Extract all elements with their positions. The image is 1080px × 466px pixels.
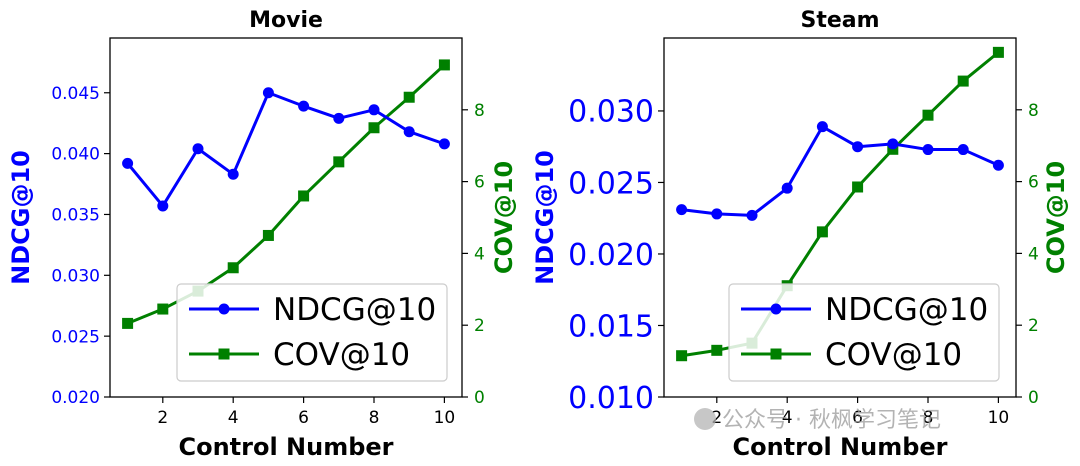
x-tick-label: 2	[157, 408, 168, 428]
y-tick-label: 0.025	[51, 327, 100, 347]
legend-marker	[218, 303, 230, 315]
x-axis-label: Control Number	[732, 433, 947, 461]
y2-tick-label: 4	[474, 244, 485, 264]
y2-tick-label: 8	[474, 101, 485, 121]
data-point	[781, 182, 793, 194]
data-point	[227, 262, 239, 274]
data-point	[262, 87, 274, 99]
legend-label: COV@10	[825, 337, 962, 373]
watermark: 公众号 · 秋枫学习笔记	[694, 402, 941, 434]
x-tick-label: 4	[228, 408, 239, 428]
x-tick-label: 2	[711, 408, 722, 428]
chart-title: Movie	[249, 8, 323, 33]
legend: NDCG@10 COV@10	[728, 283, 1000, 382]
y-tick-label: 0.010	[568, 381, 654, 416]
data-point	[438, 59, 450, 71]
data-point	[368, 122, 380, 134]
plot-frame	[109, 37, 463, 398]
data-point	[676, 350, 688, 362]
data-point	[922, 144, 934, 156]
data-point	[403, 91, 415, 103]
y-tick-label: 0.045	[51, 84, 100, 104]
x-tick-label: 6	[298, 408, 309, 428]
data-point	[262, 229, 274, 241]
data-point	[711, 344, 723, 356]
data-point	[333, 112, 345, 124]
legend: NDCG@10 COV@10	[176, 283, 448, 382]
series-line-ndcg-10	[681, 125, 1000, 217]
y2-tick-label: 2	[474, 316, 485, 336]
data-point	[192, 143, 204, 155]
data-point	[852, 141, 864, 153]
x-tick-label: 6	[852, 408, 863, 428]
data-point	[157, 200, 169, 212]
data-point	[887, 138, 899, 150]
y2-tick-label: 8	[1028, 101, 1039, 121]
data-point	[816, 121, 828, 133]
y2-tick-label: 6	[1028, 173, 1039, 193]
y-tick-label: 0.030	[51, 266, 100, 286]
y-tick-label: 0.035	[51, 206, 100, 226]
series-line-ndcg-10	[126, 91, 445, 208]
legend-marker	[218, 348, 230, 360]
data-point	[298, 190, 310, 202]
y2-tick-label: 6	[474, 173, 485, 193]
y2-tick-label: 0	[1028, 388, 1039, 408]
data-point	[922, 109, 934, 121]
legend-label: COV@10	[273, 337, 410, 373]
chart-steam: Steam 2 4 6 8 10 Control Number 0.010 0.015 0.020…	[531, 8, 1070, 461]
y2-axis-label: COV@10	[1042, 161, 1070, 274]
legend-marker	[770, 303, 782, 315]
data-point	[992, 159, 1004, 171]
x-tick-label: 8	[923, 408, 934, 428]
x-tick-label: 4	[782, 408, 793, 428]
data-point	[676, 204, 688, 216]
data-point	[957, 144, 969, 156]
y-axis-label: NDCG@10	[531, 150, 559, 285]
data-point	[957, 75, 969, 87]
data-point	[852, 181, 864, 193]
y2-tick-label: 0	[474, 388, 485, 408]
y2-tick-label: 2	[1028, 316, 1039, 336]
y-tick-label: 0.020	[51, 388, 100, 408]
data-point	[227, 168, 239, 180]
plot-frame	[663, 37, 1017, 398]
y-tick-label: 0.020	[568, 238, 654, 273]
legend-label: NDCG@10	[273, 292, 436, 328]
data-point	[157, 303, 169, 315]
y-axis-label: NDCG@10	[7, 150, 35, 285]
y-tick-label: 0.025	[568, 166, 654, 201]
data-point	[746, 209, 758, 221]
chart-title: Steam	[800, 8, 879, 33]
data-point	[992, 46, 1004, 58]
data-point	[403, 126, 415, 138]
y-tick-label: 0.030	[568, 95, 654, 130]
chart-movie: Movie 2 4 6 8 10 Control Number 0.020 0.025 0.030…	[7, 8, 518, 461]
wechat-icon	[694, 408, 716, 430]
y-tick-label: 0.040	[51, 145, 100, 165]
y2-axis-label: COV@10	[490, 161, 518, 274]
y-tick-label: 0.015	[568, 309, 654, 344]
x-tick-label: 8	[369, 408, 380, 428]
x-tick-label: 10	[988, 408, 1010, 428]
x-tick-label: 10	[434, 408, 456, 428]
watermark-text: 公众号 · 秋枫学习笔记	[722, 408, 941, 433]
data-point	[438, 138, 450, 150]
legend-marker	[770, 348, 782, 360]
data-point	[298, 100, 310, 112]
x-axis-label: Control Number	[178, 433, 393, 461]
data-point	[711, 208, 723, 220]
legend-label: NDCG@10	[825, 292, 988, 328]
data-point	[122, 157, 134, 169]
y2-tick-label: 4	[1028, 244, 1039, 264]
data-point	[122, 317, 134, 329]
data-point	[333, 156, 345, 168]
data-point	[816, 226, 828, 238]
data-point	[368, 104, 380, 116]
